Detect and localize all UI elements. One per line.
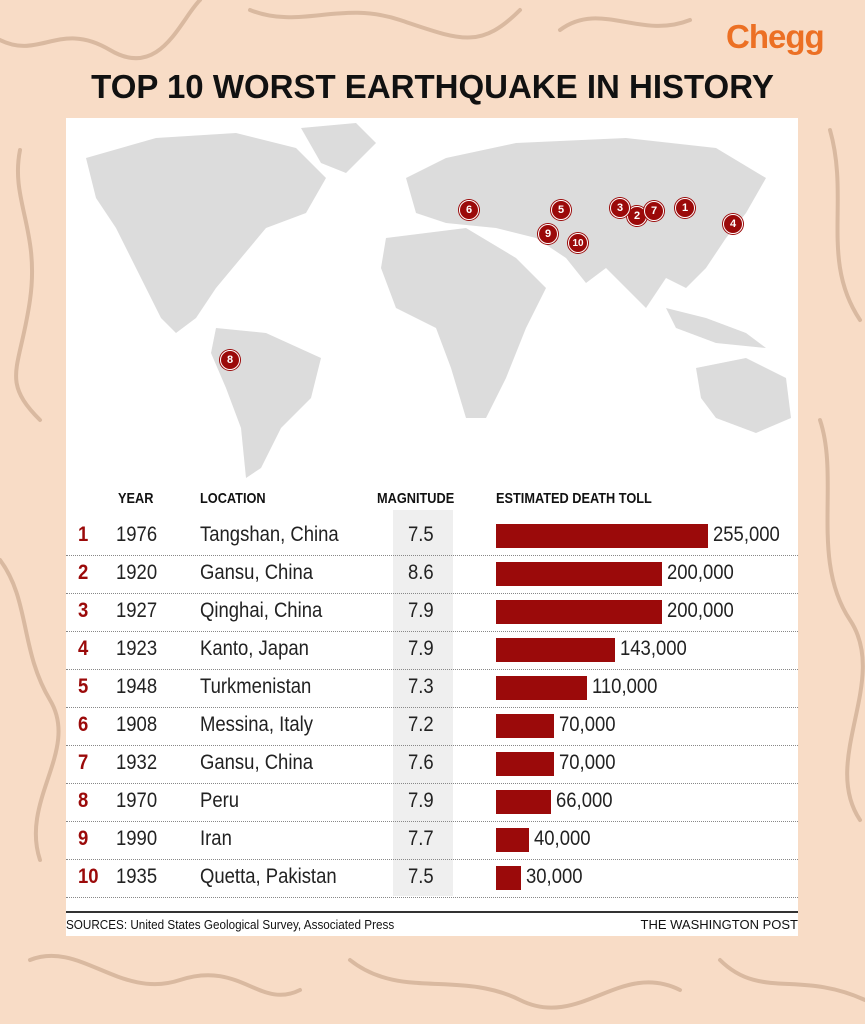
table-row: 7 1932 Gansu, China 7.6 70,000: [66, 745, 798, 784]
location: Peru: [200, 789, 240, 812]
year: 1970: [116, 789, 158, 812]
death-toll-label: 70,000: [559, 751, 616, 774]
world-map: [86, 123, 791, 478]
death-toll-bar: [496, 600, 663, 624]
location: Tangshan, China: [200, 523, 339, 546]
death-toll-label: 30,000: [525, 865, 583, 888]
rank: 2: [78, 561, 89, 584]
year: 1923: [116, 637, 158, 660]
year: 1908: [116, 713, 158, 736]
header-death-toll: ESTIMATED DEATH TOLL: [496, 490, 652, 507]
map-marker-9: 9: [538, 224, 558, 244]
greenland: [301, 123, 376, 173]
death-toll-label: 255,000: [713, 523, 780, 546]
death-toll-bar: [496, 828, 530, 852]
table-row: 8 1970 Peru 7.9 66,000: [66, 783, 798, 822]
map-marker-10: 10: [568, 233, 588, 253]
table-row: 9 1990 Iran 7.7 40,000: [66, 821, 798, 860]
death-toll-label: 200,000: [667, 561, 735, 584]
credit: THE WASHINGTON POST: [640, 917, 798, 932]
magnitude: 7.5: [408, 523, 434, 546]
map-marker-7: 7: [644, 201, 664, 221]
rank: 10: [78, 865, 99, 888]
death-toll-label: 40,000: [534, 827, 591, 850]
death-toll-bar: [496, 638, 615, 662]
map-marker-4: 4: [723, 214, 743, 234]
location: Qinghai, China: [200, 599, 323, 622]
location: Messina, Italy: [200, 713, 313, 736]
year: 1976: [116, 523, 158, 546]
page-title: TOP 10 WORST EARTHQUAKE IN HISTORY: [91, 68, 774, 105]
table-row: 10 1935 Quetta, Pakistan 7.5 30,000: [66, 859, 798, 898]
table-row: 1 1976 Tangshan, China 7.5 255,000: [66, 517, 798, 556]
south-america: [211, 328, 321, 478]
year: 1990: [116, 827, 158, 850]
table-row: 4 1923 Kanto, Japan 7.9 143,000: [66, 631, 798, 670]
header-magnitude: MAGNITUDE: [377, 490, 455, 507]
magnitude: 7.6: [408, 751, 434, 774]
infographic-panel: 1 2 3 4 5 6 7 8 9 10 YEAR LOCATION MAGNI…: [66, 118, 798, 936]
year: 1927: [116, 599, 158, 622]
death-toll-label: 143,000: [619, 637, 687, 660]
rank: 6: [78, 713, 89, 736]
map-marker-5: 5: [551, 200, 571, 220]
map-marker-3: 3: [610, 198, 630, 218]
magnitude: 8.6: [408, 561, 434, 584]
rank: 4: [78, 637, 89, 660]
location: Turkmenistan: [200, 675, 312, 698]
map-marker-6: 6: [459, 200, 479, 220]
africa: [381, 228, 546, 418]
rank: 8: [78, 789, 89, 812]
magnitude: 7.9: [408, 599, 434, 622]
table-row: 2 1920 Gansu, China 8.6 200,000: [66, 555, 798, 594]
death-toll-bar: [496, 562, 663, 586]
footer-divider: [66, 911, 798, 913]
rank: 7: [78, 751, 89, 774]
death-toll-label: 70,000: [559, 713, 616, 736]
death-toll-bar: [496, 752, 555, 776]
location: Gansu, China: [200, 751, 314, 774]
magnitude-column-shade: [393, 510, 453, 896]
rank: 3: [78, 599, 89, 622]
map-marker-8: 8: [220, 350, 240, 370]
death-toll-bar: [496, 866, 521, 890]
death-toll-bar: [496, 524, 708, 548]
rank: 5: [78, 675, 89, 698]
header-year: YEAR: [118, 490, 154, 507]
magnitude: 7.9: [408, 789, 434, 812]
location: Gansu, China: [200, 561, 314, 584]
magnitude: 7.5: [408, 865, 434, 888]
death-toll-label: 66,000: [555, 789, 613, 812]
sources-note: SOURCES: United States Geological Survey…: [66, 917, 395, 932]
europe-asia: [406, 138, 766, 308]
header-location: LOCATION: [200, 490, 266, 507]
death-toll-bar: [496, 676, 588, 700]
magnitude: 7.7: [408, 827, 434, 850]
location: Kanto, Japan: [200, 637, 309, 660]
north-america: [86, 133, 326, 333]
location: Iran: [200, 827, 232, 850]
death-toll-label: 110,000: [592, 675, 658, 698]
rank: 1: [78, 523, 89, 546]
year: 1935: [116, 865, 158, 888]
year: 1920: [116, 561, 158, 584]
map-marker-1: 1: [675, 198, 695, 218]
table-row: 5 1948 Turkmenistan 7.3 110,000: [66, 669, 798, 708]
death-toll-label: 200,000: [667, 599, 735, 622]
table-row: 6 1908 Messina, Italy 7.2 70,000: [66, 707, 798, 746]
southeast-asia: [666, 308, 766, 348]
chegg-logo: Chegg: [726, 18, 825, 55]
table-row: 3 1927 Qinghai, China 7.9 200,000: [66, 593, 798, 632]
magnitude: 7.9: [408, 637, 434, 660]
death-toll-bar: [496, 790, 551, 814]
year: 1948: [116, 675, 158, 698]
magnitude: 7.2: [408, 713, 434, 736]
year: 1932: [116, 751, 158, 774]
magnitude: 7.3: [408, 675, 434, 698]
death-toll-bar: [496, 714, 555, 738]
location: Quetta, Pakistan: [200, 865, 337, 888]
australia: [696, 358, 791, 433]
rank: 9: [78, 827, 89, 850]
